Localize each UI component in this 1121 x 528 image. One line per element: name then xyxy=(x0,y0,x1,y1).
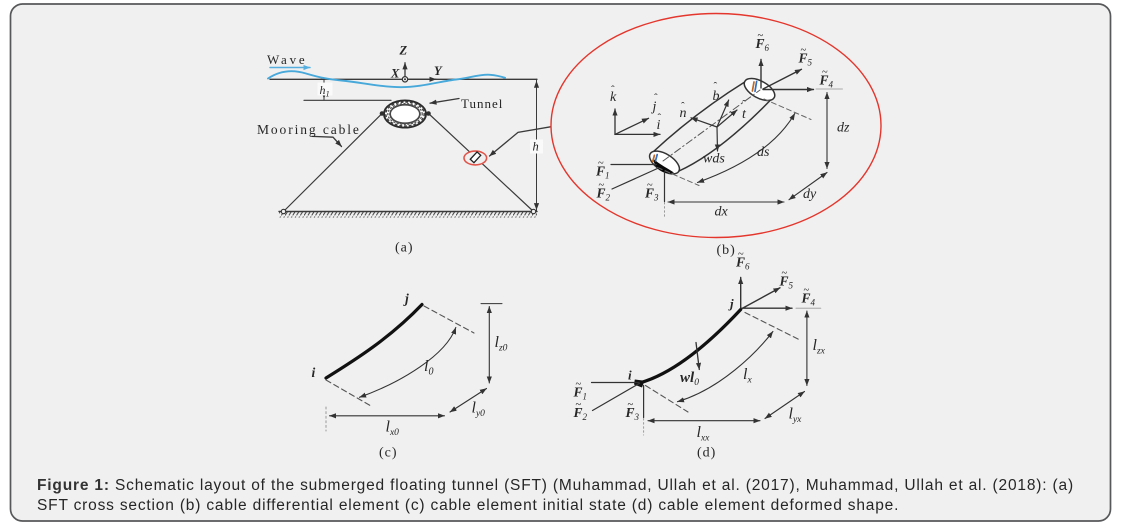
svg-text:k: k xyxy=(610,90,617,105)
svg-text:dx: dx xyxy=(715,205,729,220)
svg-text:i: i xyxy=(657,118,661,133)
svg-text:~: ~ xyxy=(576,400,582,411)
svg-text:~: ~ xyxy=(804,285,810,296)
svg-text:X: X xyxy=(390,67,400,81)
svg-text:(d): (d) xyxy=(697,446,716,461)
svg-text:j: j xyxy=(728,296,734,311)
svg-text:Tunnel: Tunnel xyxy=(461,96,503,111)
svg-text:l0: l0 xyxy=(424,358,433,378)
svg-text:ˆ: ˆ xyxy=(658,112,662,124)
svg-text:ˆ: ˆ xyxy=(654,92,658,104)
svg-text:n: n xyxy=(680,106,687,121)
svg-text:Y: Y xyxy=(434,64,443,78)
svg-text:~: ~ xyxy=(758,31,764,42)
svg-text:i: i xyxy=(312,365,316,380)
svg-text:Z: Z xyxy=(399,44,408,58)
svg-text:~: ~ xyxy=(647,180,653,191)
svg-text:t: t xyxy=(742,107,747,122)
svg-text:(b): (b) xyxy=(717,243,736,258)
svg-text:ˆ: ˆ xyxy=(742,99,746,111)
svg-text:~: ~ xyxy=(598,158,604,169)
svg-text:h: h xyxy=(533,140,539,154)
svg-text:b: b xyxy=(713,89,720,104)
svg-text:~: ~ xyxy=(782,268,788,279)
svg-text:i: i xyxy=(628,368,632,383)
svg-text:lx: lx xyxy=(743,366,752,386)
svg-text:~: ~ xyxy=(628,400,634,411)
svg-text:~: ~ xyxy=(738,249,744,260)
svg-text:dy: dy xyxy=(803,187,817,202)
svg-text:ˆ: ˆ xyxy=(714,81,718,93)
svg-text:Mooring cable: Mooring cable xyxy=(257,122,361,137)
svg-text:~: ~ xyxy=(822,67,828,78)
svg-text:j: j xyxy=(651,100,657,115)
svg-text:j: j xyxy=(403,291,409,306)
svg-text:~: ~ xyxy=(599,180,605,191)
svg-text:(a): (a) xyxy=(395,241,414,256)
svg-text:SFT cross section (b) cable di: SFT cross section (b) cable differential… xyxy=(37,497,899,514)
svg-text:ˆ: ˆ xyxy=(681,101,685,113)
svg-text:(c): (c) xyxy=(379,446,398,461)
svg-text:h1: h1 xyxy=(320,83,330,99)
svg-text:wds: wds xyxy=(703,152,725,167)
svg-text:ˆ: ˆ xyxy=(611,84,615,96)
svg-text:~: ~ xyxy=(801,45,807,56)
svg-text:Figure 1: Schematic layout of: Figure 1: Schematic layout of the submer… xyxy=(37,477,1074,494)
svg-text:dz: dz xyxy=(837,121,850,136)
svg-text:ds: ds xyxy=(757,145,770,160)
svg-text:~: ~ xyxy=(576,379,582,390)
svg-text:Wave: Wave xyxy=(267,52,307,67)
